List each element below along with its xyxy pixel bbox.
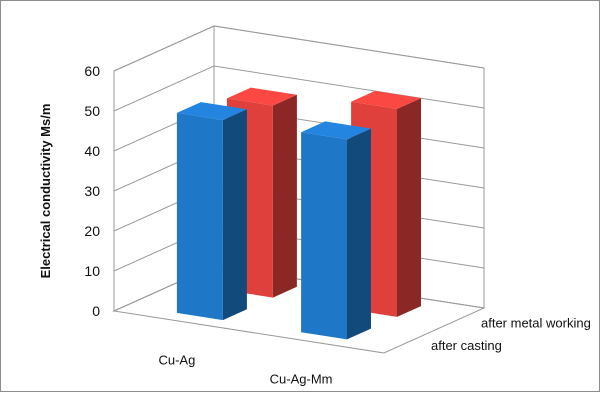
depth-labels: after casting after metal working	[431, 315, 591, 353]
depth-label: after metal working	[481, 315, 591, 330]
y-tick-label: 30	[84, 183, 100, 199]
bars	[176, 87, 421, 340]
category-label: Cu-Ag-Mm	[270, 372, 333, 387]
y-tick-label: 40	[84, 143, 100, 159]
y-tick-label: 50	[84, 103, 100, 119]
y-axis-title: Electrical conductivity Ms/m	[38, 104, 53, 279]
bar-top	[301, 121, 371, 140]
y-tick-label: 10	[84, 263, 100, 279]
bar-after-casting-Cu-Ag-Mm	[301, 121, 371, 340]
category-labels: Cu-Ag Cu-Ag-Mm	[158, 352, 332, 386]
y-tick-labels: 0 10 20 30 40 50 60	[84, 63, 100, 319]
bar-top	[351, 90, 421, 109]
bar-after-casting-Cu-Ag	[176, 102, 247, 321]
bar-top	[226, 87, 297, 106]
chart-walls	[112, 25, 486, 354]
bar-front	[176, 112, 223, 321]
depth-label: after casting	[431, 338, 502, 353]
bar-side	[347, 128, 371, 340]
y-tick-label: 20	[84, 223, 100, 239]
y-tick-label: 0	[92, 303, 100, 319]
gridline	[113, 25, 485, 72]
bar-side	[397, 98, 421, 317]
bar-side	[222, 109, 247, 321]
bar-side	[272, 94, 297, 298]
y-tick-label: 60	[84, 63, 100, 79]
bar-front	[301, 132, 347, 340]
bar-top	[176, 102, 247, 121]
category-label: Cu-Ag	[158, 352, 195, 367]
